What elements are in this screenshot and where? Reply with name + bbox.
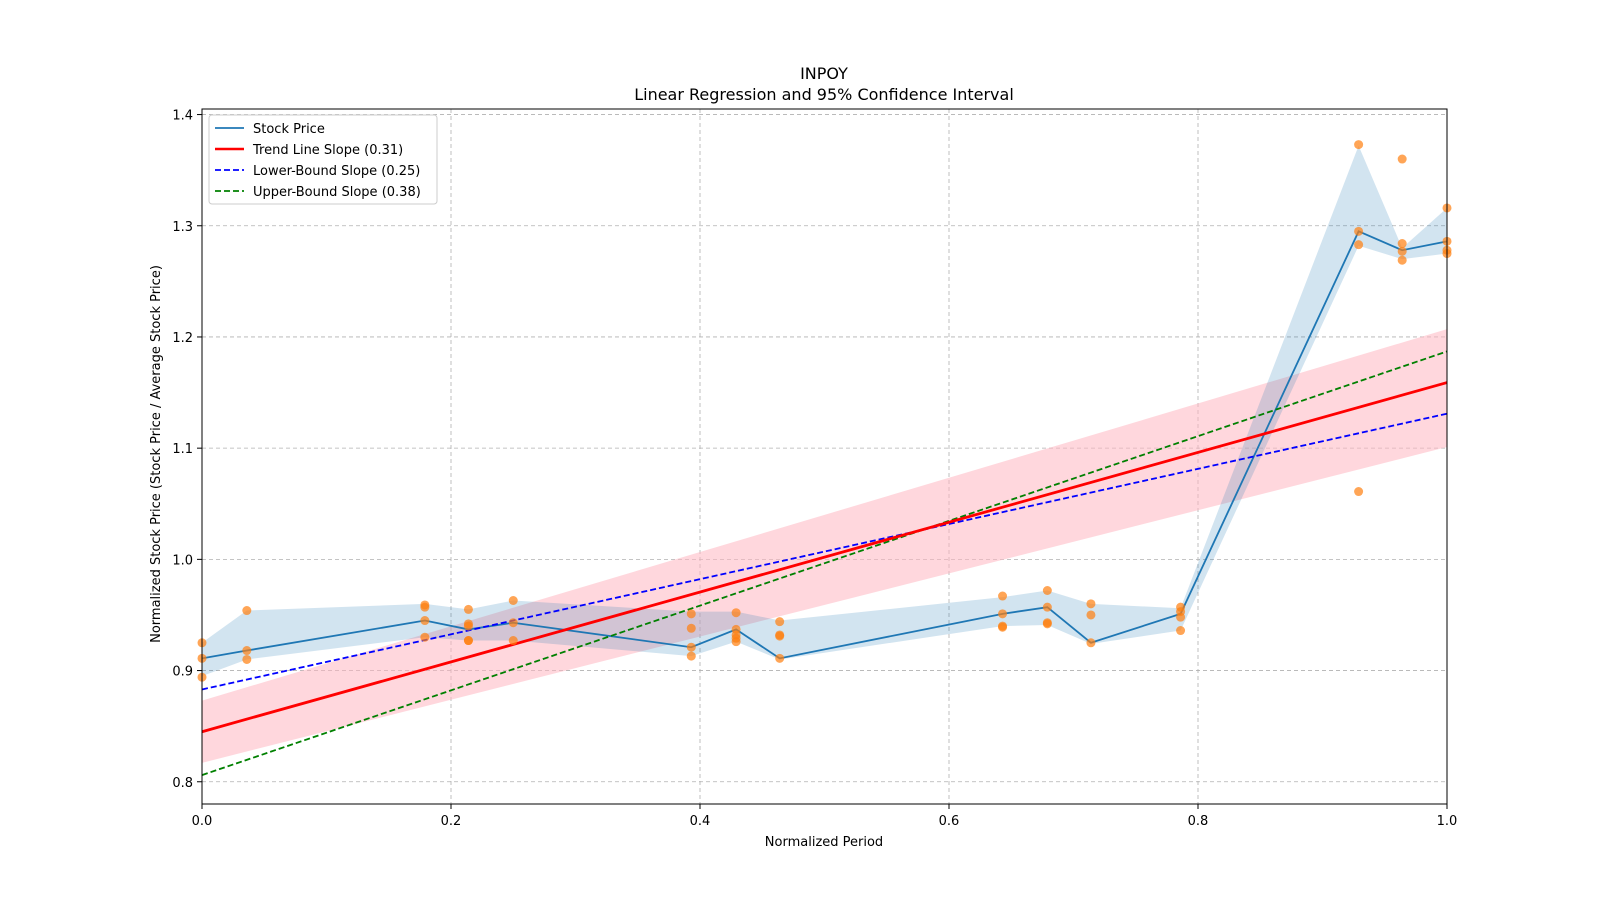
- scatter-point: [731, 633, 741, 643]
- scatter-point: [420, 616, 430, 626]
- x-tick-label: 0.6: [939, 814, 960, 829]
- trend-line: [201, 381, 1448, 734]
- upper-bound-line: [201, 350, 1448, 776]
- scatter-point: [686, 609, 696, 619]
- x-axis-label: Normalized Period: [765, 835, 883, 850]
- scatter-point: [242, 646, 252, 656]
- scatter-point: [420, 602, 430, 612]
- scatter-point: [463, 636, 473, 646]
- legend-box: [208, 114, 438, 205]
- chart-subtitle: Linear Regression and 95% Confidence Int…: [634, 85, 1014, 104]
- scatter-point: [686, 623, 696, 633]
- y-tick-label: 1.2: [172, 331, 193, 346]
- scatter-point: [998, 622, 1008, 632]
- axis-ticks: 0.0 0.2 0.4 0.6 0.8 1.0 0.8 0.9 1.0 1.1 1.2 1.3 1.4: [172, 109, 1457, 829]
- scatter-point: [775, 617, 785, 627]
- scatter-point: [998, 609, 1008, 619]
- plot-frame: [201, 108, 1448, 805]
- legend-label-upper: Upper-Bound Slope (0.38): [253, 185, 421, 200]
- scatter-point: [1176, 612, 1186, 622]
- scatter-point: [731, 608, 741, 618]
- x-tick-label: 0.2: [441, 814, 462, 829]
- scatter-point: [242, 654, 252, 664]
- scatter-point: [508, 596, 518, 606]
- scatter-point: [1397, 239, 1407, 249]
- chart-title: INPOY: [800, 64, 848, 83]
- scatter-point: [463, 621, 473, 631]
- scatter-point: [1354, 226, 1364, 236]
- scatter-point: [1397, 154, 1407, 164]
- y-tick-label: 1.3: [172, 220, 193, 235]
- scatter-point: [1042, 602, 1052, 612]
- scatter-point: [508, 636, 518, 646]
- scatter-point: [1176, 626, 1186, 636]
- scatter-point: [1086, 599, 1096, 609]
- legend-label-stock: Stock Price: [253, 122, 325, 137]
- legend: Stock Price Trend Line Slope (0.31) Lowe…: [208, 114, 438, 205]
- y-tick-label: 1.1: [172, 442, 193, 457]
- scatter-point: [1086, 638, 1096, 648]
- scatter-point: [508, 618, 518, 628]
- scatter-point: [686, 642, 696, 652]
- scatter-point: [463, 604, 473, 614]
- legend-label-lower: Lower-Bound Slope (0.25): [253, 164, 420, 179]
- scatter-point: [242, 606, 252, 616]
- trend-confidence-band: [202, 329, 1447, 763]
- y-tick-label: 0.8: [172, 776, 193, 791]
- scatter-point: [775, 631, 785, 641]
- confidence-bands: [202, 145, 1447, 763]
- scatter-point: [998, 591, 1008, 601]
- scatter-point: [1354, 140, 1364, 150]
- stock-confidence-band: [202, 145, 1447, 677]
- scatter-point: [1397, 255, 1407, 265]
- y-axis-label: Normalized Stock Price (Stock Price / Av…: [149, 265, 164, 643]
- y-tick-label: 1.4: [172, 109, 193, 124]
- scatter-point: [420, 632, 430, 642]
- scatter-point: [1086, 610, 1096, 620]
- lower-bound-line: [201, 412, 1448, 691]
- scatter-point: [775, 653, 785, 663]
- legend-label-trend: Trend Line Slope (0.31): [252, 143, 403, 158]
- y-tick-label: 1.0: [172, 553, 193, 568]
- scatter-point: [1042, 619, 1052, 629]
- x-tick-label: 0.0: [192, 814, 213, 829]
- x-tick-label: 1.0: [1437, 814, 1458, 829]
- x-tick-label: 0.8: [1188, 814, 1209, 829]
- x-tick-label: 0.4: [690, 814, 711, 829]
- scatter-point: [1354, 487, 1364, 497]
- scatter-point: [686, 651, 696, 661]
- scatter-point: [1397, 246, 1407, 256]
- scatter-point: [1042, 585, 1052, 595]
- scatter-point: [1354, 240, 1364, 250]
- y-tick-label: 0.9: [172, 665, 193, 680]
